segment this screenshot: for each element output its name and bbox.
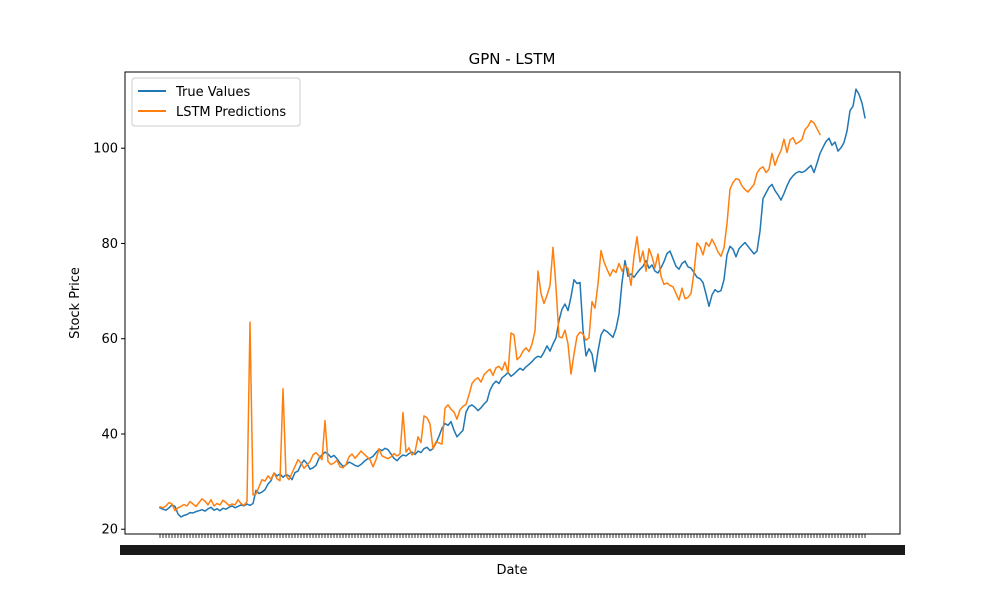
series-line-lstm-predictions <box>159 119 822 512</box>
legend: True Values LSTM Predictions <box>131 77 301 127</box>
legend-label-true-values: True Values <box>175 85 250 100</box>
y-tick-label: 100 <box>93 142 118 157</box>
chart-title: GPN - LSTM <box>469 50 556 68</box>
y-axis-label: Stock Price <box>68 267 83 339</box>
series-layer <box>159 88 866 518</box>
x-axis-label: Date <box>496 563 527 578</box>
y-tick-label: 80 <box>101 237 118 252</box>
series-line-true-values <box>159 88 866 518</box>
plot-frame <box>124 71 901 535</box>
x-tick-labels-overlap <box>120 545 905 555</box>
y-tick-label: 60 <box>101 332 118 347</box>
y-tick-label: 40 <box>101 427 118 442</box>
x-axis-ticks <box>120 534 905 555</box>
legend-box <box>131 77 301 127</box>
y-tick-label: 20 <box>101 523 118 538</box>
legend-label-lstm-predictions: LSTM Predictions <box>176 105 286 120</box>
y-axis-ticks: 20 40 60 80 100 <box>93 142 125 538</box>
